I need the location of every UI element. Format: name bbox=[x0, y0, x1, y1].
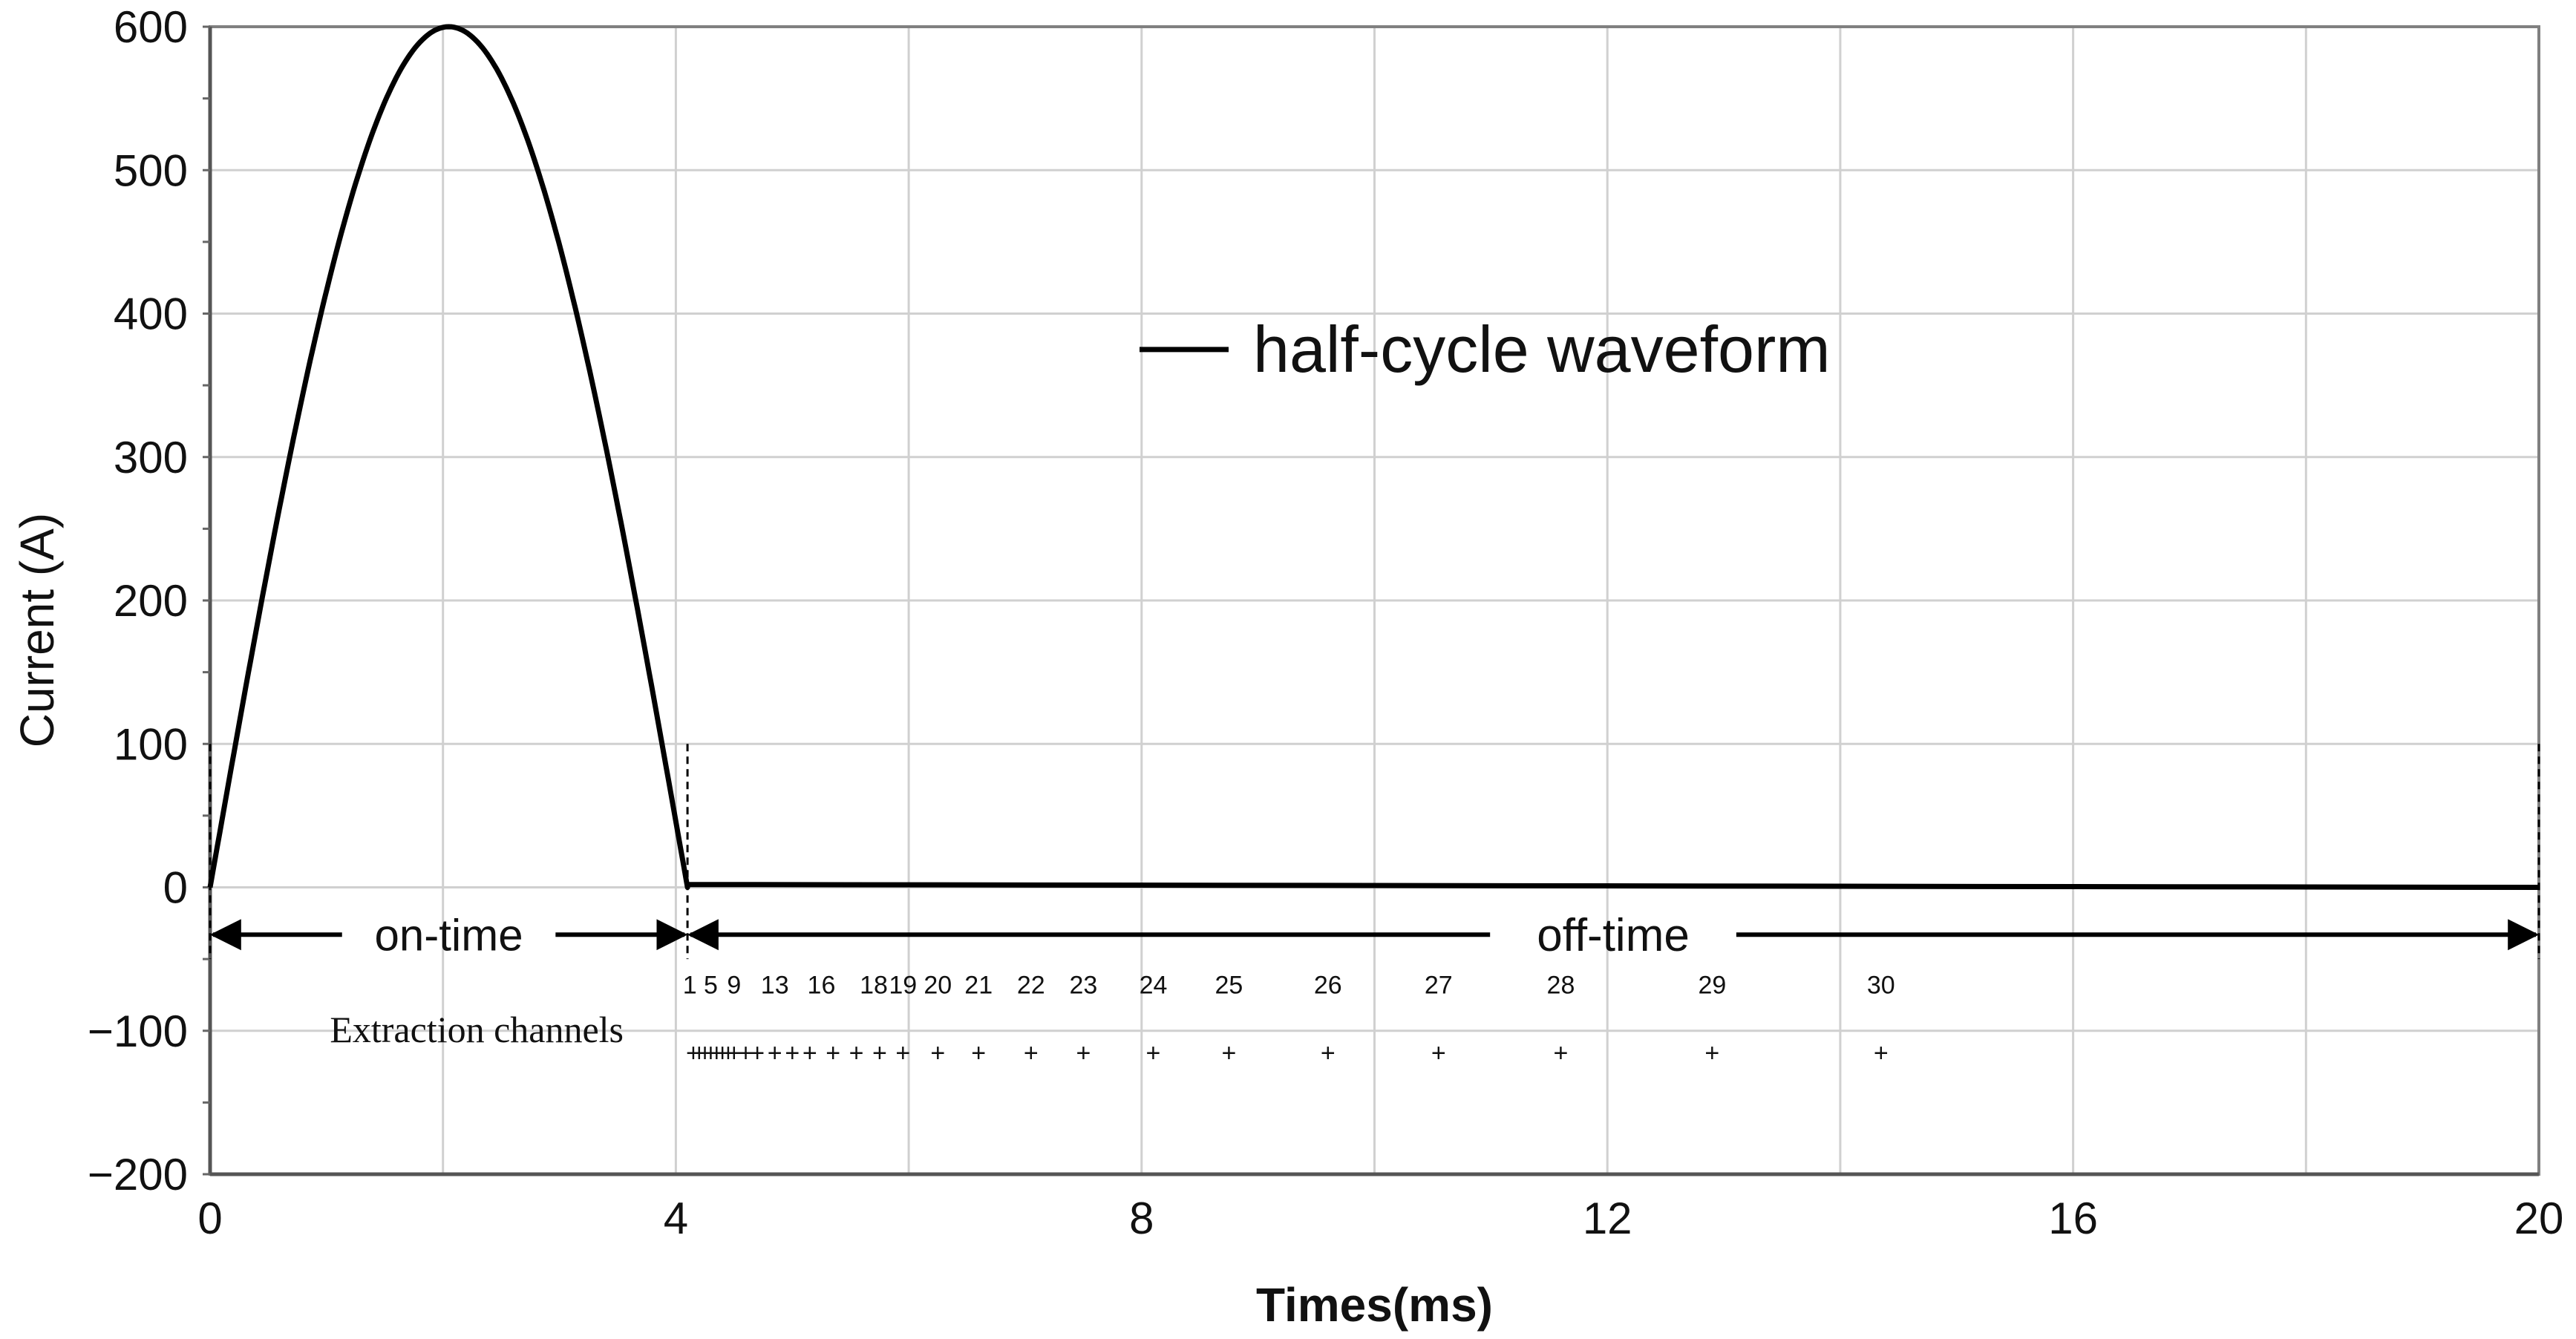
channel-marker: + bbox=[971, 1039, 986, 1067]
channel-marker: + bbox=[1321, 1039, 1336, 1067]
channel-label: 21 bbox=[964, 972, 993, 1000]
y-tick-label: 400 bbox=[114, 289, 188, 339]
x-tick-label: 4 bbox=[664, 1194, 688, 1243]
off-time-label: off-time bbox=[1537, 910, 1690, 961]
channel-marker: + bbox=[802, 1039, 817, 1067]
channel-label: 27 bbox=[1425, 972, 1453, 1000]
channel-label: 9 bbox=[727, 972, 741, 1000]
channel-label: 18 bbox=[860, 972, 888, 1000]
channel-marker: + bbox=[1076, 1039, 1091, 1067]
channel-marker: + bbox=[692, 1039, 707, 1067]
channel-marker: + bbox=[709, 1039, 724, 1067]
channel-marker: + bbox=[872, 1039, 887, 1067]
y-tick-label: 100 bbox=[114, 719, 188, 769]
channel-label: 20 bbox=[923, 972, 952, 1000]
channel-marker: + bbox=[1874, 1039, 1889, 1067]
channel-marker: + bbox=[721, 1039, 736, 1067]
channel-marker: + bbox=[739, 1039, 753, 1067]
x-tick-label: 8 bbox=[1129, 1194, 1154, 1243]
channel-label: 13 bbox=[761, 972, 789, 1000]
extraction-channels: Extraction channels++++++++++ + + + + + + + + + + +… bbox=[330, 972, 1895, 1068]
channel-label: 26 bbox=[1314, 972, 1342, 1000]
axes: −200 −100 0 100 200 300 400 500 600 0 4 8 12 16 20 bbox=[88, 2, 2564, 1243]
channel-marker: + bbox=[704, 1039, 719, 1067]
channel-marker: + bbox=[750, 1039, 765, 1067]
channel-label: 1 bbox=[683, 972, 697, 1000]
channel-marker: + bbox=[1146, 1039, 1161, 1067]
channel-marker: + bbox=[1431, 1039, 1446, 1067]
channel-marker: + bbox=[1554, 1039, 1569, 1067]
y-tick-label: −200 bbox=[88, 1150, 188, 1199]
y-tick-label: 500 bbox=[114, 145, 188, 195]
channel-marker: + bbox=[698, 1039, 713, 1067]
x-tick-label: 12 bbox=[1583, 1194, 1632, 1243]
channel-label: 29 bbox=[1698, 972, 1726, 1000]
channel-marker: + bbox=[686, 1039, 701, 1067]
channel-label: 30 bbox=[1867, 972, 1895, 1000]
y-tick-label: −100 bbox=[88, 1006, 188, 1056]
channel-label: 16 bbox=[808, 972, 836, 1000]
extraction-channels-label: Extraction channels bbox=[330, 1009, 624, 1050]
x-tick-label: 0 bbox=[197, 1194, 222, 1243]
x-tick-label: 16 bbox=[2048, 1194, 2098, 1243]
channel-label: 25 bbox=[1215, 972, 1243, 1000]
channel-marker: + bbox=[826, 1039, 840, 1067]
on-time-label: on-time bbox=[375, 910, 523, 960]
channel-label: 19 bbox=[889, 972, 917, 1000]
channel-marker: + bbox=[895, 1039, 910, 1067]
channel-marker: + bbox=[1704, 1039, 1719, 1067]
channel-marker: + bbox=[849, 1039, 864, 1067]
y-tick-label: 600 bbox=[114, 2, 188, 52]
channel-label: 23 bbox=[1069, 972, 1097, 1000]
y-axis-title: Current (A) bbox=[10, 513, 64, 748]
channel-marker: + bbox=[768, 1039, 782, 1067]
series-half-cycle-waveform bbox=[207, 24, 2540, 890]
channel-label: 24 bbox=[1140, 972, 1168, 1000]
y-tick-label: 300 bbox=[114, 433, 188, 482]
legend: half-cycle waveform bbox=[1140, 312, 1831, 386]
y-tick-label: 200 bbox=[114, 576, 188, 626]
channel-marker: + bbox=[1024, 1039, 1039, 1067]
x-axis-title: Times(ms) bbox=[1256, 1278, 1493, 1332]
channel-marker: + bbox=[715, 1039, 730, 1067]
grid bbox=[209, 25, 2540, 1176]
waveform-line bbox=[207, 24, 2540, 890]
channel-marker: + bbox=[1222, 1039, 1237, 1067]
legend-label: half-cycle waveform bbox=[1253, 312, 1831, 386]
channel-label: 5 bbox=[704, 972, 718, 1000]
channel-marker: + bbox=[785, 1039, 800, 1067]
channel-label: 22 bbox=[1017, 972, 1045, 1000]
annotations: on-time off-time bbox=[209, 744, 2540, 961]
x-tick-label: 20 bbox=[2514, 1194, 2564, 1243]
channel-marker: + bbox=[930, 1039, 945, 1067]
channel-label: 28 bbox=[1547, 972, 1575, 1000]
y-tick-label: 0 bbox=[163, 863, 188, 913]
channel-marker: + bbox=[727, 1039, 742, 1067]
